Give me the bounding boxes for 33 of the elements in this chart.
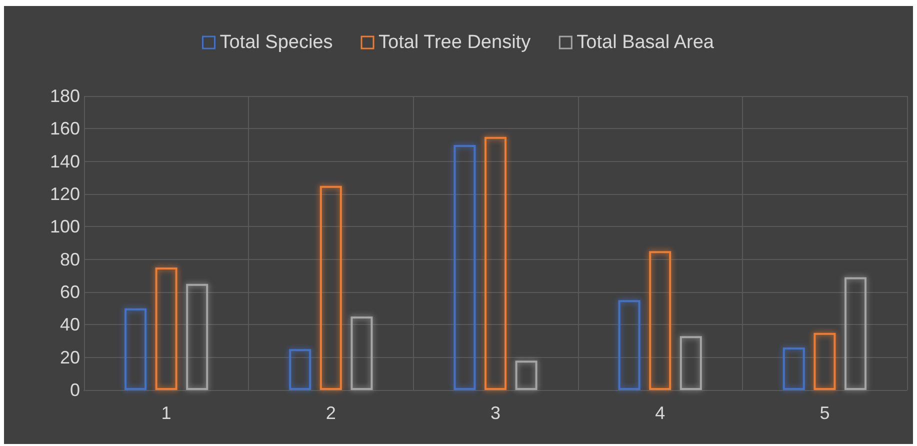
bar xyxy=(350,316,373,390)
bar xyxy=(155,268,178,390)
y-tick-label: 180 xyxy=(50,86,80,106)
y-tick-label: 20 xyxy=(60,347,80,368)
x-tick-label: 5 xyxy=(820,403,830,423)
bar xyxy=(680,336,702,390)
bar xyxy=(814,332,836,390)
bar xyxy=(320,186,342,390)
x-tick-label: 4 xyxy=(655,403,666,423)
bar xyxy=(782,348,805,390)
y-tick-label: 140 xyxy=(50,151,80,172)
bar xyxy=(289,349,312,390)
y-tick-label: 120 xyxy=(50,184,80,204)
y-tick-label: 0 xyxy=(70,380,80,400)
y-tick-label: 160 xyxy=(50,118,80,139)
bar xyxy=(515,360,538,390)
bar xyxy=(484,136,506,390)
x-tick-label: 3 xyxy=(490,403,501,423)
legend-label: Total Species xyxy=(220,32,333,53)
y-tick-label: 60 xyxy=(60,282,80,302)
bar xyxy=(844,277,866,390)
bar xyxy=(186,284,208,390)
bar xyxy=(618,300,640,390)
legend-label: Total Tree Density xyxy=(378,32,532,53)
y-tick-label: 80 xyxy=(60,249,80,270)
bar xyxy=(454,145,476,390)
y-tick-label: 40 xyxy=(60,314,80,335)
x-tick-label: 1 xyxy=(161,403,172,423)
bar xyxy=(124,308,146,390)
y-tick-label: 100 xyxy=(50,216,80,237)
x-tick-label: 2 xyxy=(326,403,336,423)
legend-label: Total Basal Area xyxy=(576,32,714,53)
bar xyxy=(649,251,672,390)
